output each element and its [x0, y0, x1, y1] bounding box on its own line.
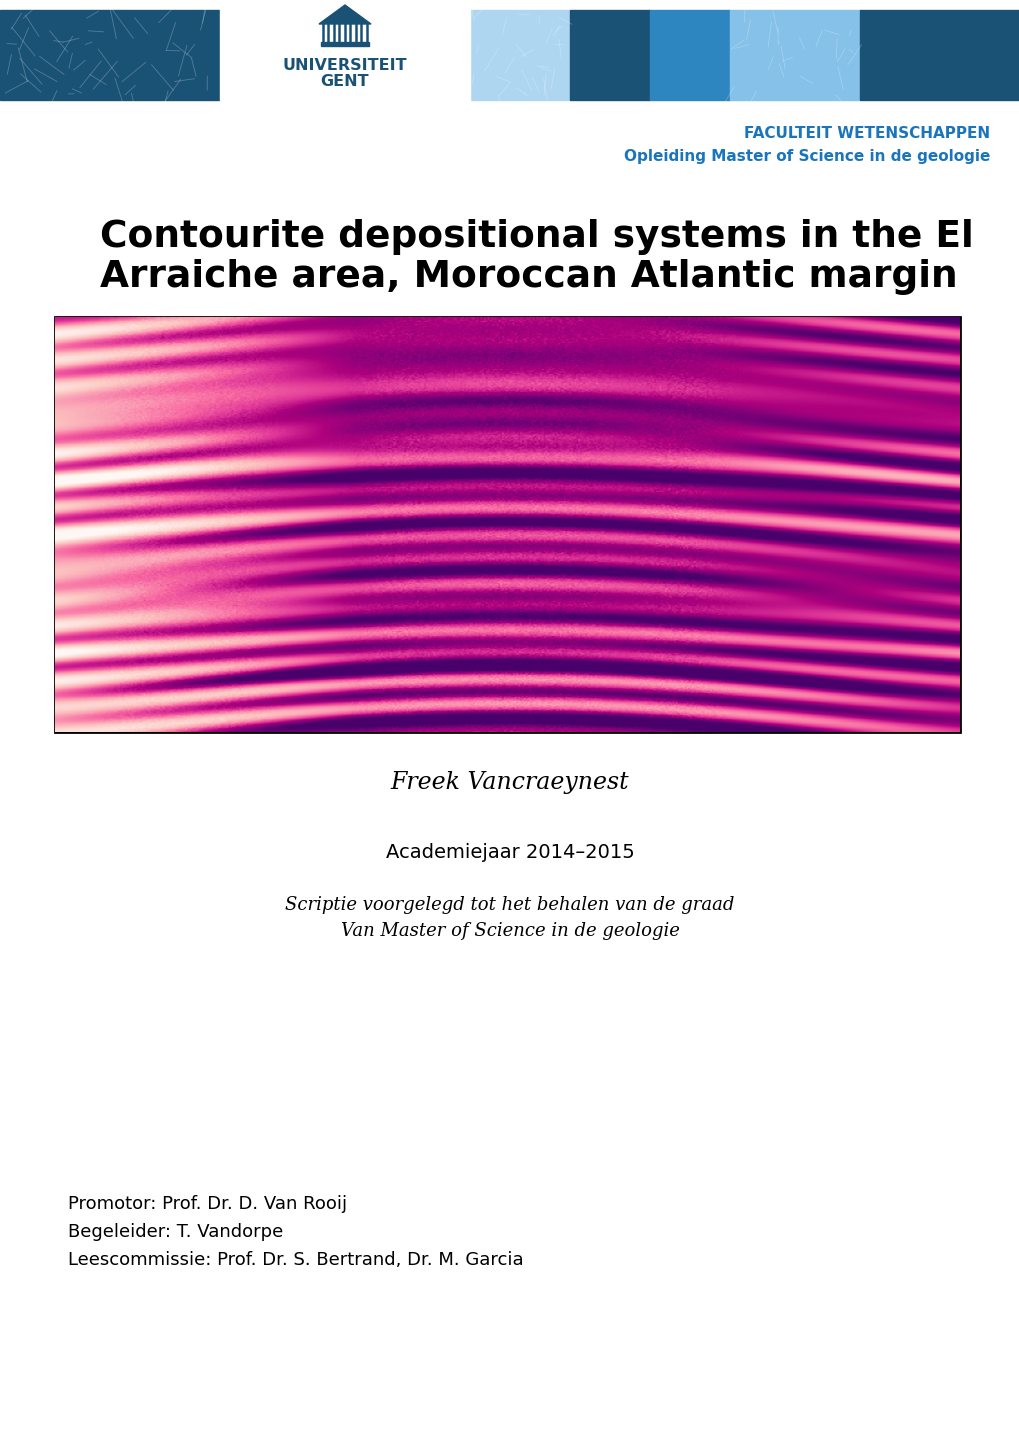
- Text: UNIVERSITEIT: UNIVERSITEIT: [282, 58, 407, 72]
- Text: Promotor: Prof. Dr. D. Van Rooij: Promotor: Prof. Dr. D. Van Rooij: [68, 1195, 346, 1213]
- Text: SW: SW: [69, 332, 109, 350]
- Bar: [649, 10, 730, 99]
- Polygon shape: [319, 4, 371, 25]
- Bar: [55, 317, 959, 733]
- Text: Academiejaar 2014–2015: Academiejaar 2014–2015: [385, 842, 634, 861]
- Polygon shape: [321, 42, 369, 46]
- Text: Opleiding Master of Science in de geologie: Opleiding Master of Science in de geolog…: [623, 149, 989, 163]
- Bar: [220, 0, 470, 112]
- Text: Freek Vancraeynest: Freek Vancraeynest: [390, 770, 629, 793]
- Text: FACULTEIT WETENSCHAPPEN: FACULTEIT WETENSCHAPPEN: [743, 127, 989, 141]
- Text: Begeleider: T. Vandorpe: Begeleider: T. Vandorpe: [68, 1223, 283, 1242]
- Text: Contourite depositional systems in the El: Contourite depositional systems in the E…: [100, 219, 973, 255]
- Bar: [570, 10, 649, 99]
- Text: Scriptie voorgelegd tot het behalen van de graad: Scriptie voorgelegd tot het behalen van …: [285, 895, 734, 914]
- Bar: [859, 10, 1019, 99]
- Bar: [470, 10, 570, 99]
- Text: Van Master of Science in de geologie: Van Master of Science in de geologie: [340, 921, 679, 940]
- Text: Leescommissie: Prof. Dr. S. Bertrand, Dr. M. Garcia: Leescommissie: Prof. Dr. S. Bertrand, Dr…: [68, 1252, 523, 1269]
- Text: Arraiche area, Moroccan Atlantic margin: Arraiche area, Moroccan Atlantic margin: [100, 260, 957, 296]
- Bar: [730, 10, 859, 99]
- Text: NE: NE: [911, 332, 945, 350]
- Text: GENT: GENT: [320, 74, 369, 88]
- Bar: [0, 10, 220, 99]
